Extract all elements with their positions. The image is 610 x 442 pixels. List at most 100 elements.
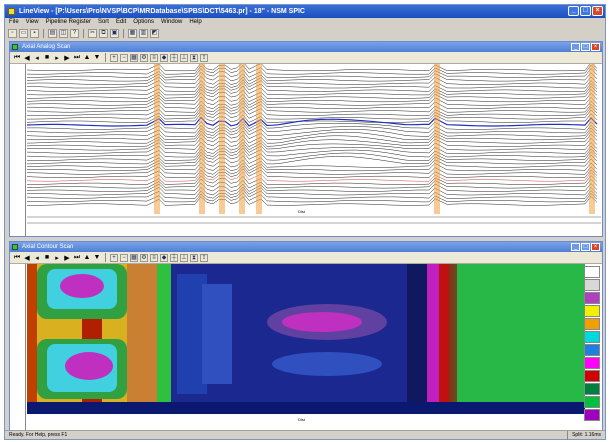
measure-icon[interactable]: ⊥	[180, 253, 188, 262]
up-icon[interactable]: ▲	[83, 54, 91, 61]
open-folder-icon[interactable]: ▭	[19, 28, 28, 38]
analog-trace	[27, 109, 598, 120]
minimize-button[interactable]: _	[568, 6, 579, 16]
paste-icon[interactable]: ▣	[110, 28, 119, 38]
menu-help[interactable]: Help	[189, 19, 202, 25]
export-icon[interactable]: ⇪	[200, 53, 208, 62]
analog-trace	[27, 68, 598, 78]
next-page-icon[interactable]: ▶	[64, 254, 70, 262]
stop-icon[interactable]: ■	[44, 54, 50, 61]
palette-swatch[interactable]	[584, 344, 600, 356]
grid-icon[interactable]: ▦	[130, 53, 138, 62]
chart-view-icon[interactable]: ◩	[150, 28, 159, 38]
save-icon[interactable]: ▪	[30, 28, 39, 38]
analog-trace	[27, 123, 598, 134]
next-icon[interactable]: ▸	[55, 254, 59, 262]
ruler-icon[interactable]: ┼	[170, 253, 178, 262]
weld-marker[interactable]	[199, 64, 205, 214]
zoom-out-icon[interactable]: −	[120, 53, 128, 62]
panel-close-button[interactable]: ×	[591, 243, 600, 251]
menu-window[interactable]: Window	[160, 19, 183, 25]
prev-page-icon[interactable]: ◀	[24, 54, 30, 62]
layers-icon[interactable]: ≡	[150, 53, 158, 62]
new-file-icon[interactable]: ▫	[8, 28, 17, 38]
palette-swatch[interactable]	[584, 357, 600, 369]
contour-scan-plot[interactable]: Dist	[10, 264, 602, 430]
copy-icon[interactable]: ⧉	[99, 28, 108, 38]
palette-swatch[interactable]	[584, 279, 600, 291]
panel-maximize-button[interactable]: □	[581, 243, 590, 251]
export-icon[interactable]: ⇪	[200, 253, 208, 262]
settings-icon[interactable]: ⚙	[140, 53, 148, 62]
settings-icon[interactable]: ⚙	[140, 253, 148, 262]
panel-minimize-button[interactable]: _	[571, 43, 580, 51]
palette-swatch[interactable]	[584, 409, 600, 421]
marker-icon[interactable]: ◆	[160, 53, 168, 62]
weld-marker[interactable]	[589, 64, 595, 214]
grid-view-icon[interactable]: ▦	[128, 28, 137, 38]
prev-icon[interactable]: ◂	[35, 254, 39, 262]
weld-marker[interactable]	[154, 64, 160, 214]
measure-icon[interactable]: ⊥	[180, 53, 188, 62]
palette-swatch[interactable]	[584, 318, 600, 330]
grid-icon[interactable]: ▦	[130, 253, 138, 262]
axial-contour-titlebar[interactable]: Axial Contour Scan _ □ ×	[10, 242, 602, 252]
filter-icon[interactable]: ⧗	[190, 253, 198, 262]
weld-marker[interactable]	[219, 64, 225, 214]
palette-swatch[interactable]	[584, 292, 600, 304]
menu-options[interactable]: Options	[133, 19, 154, 25]
first-icon[interactable]: ⏮	[13, 53, 21, 61]
marker-icon[interactable]: ◆	[160, 253, 168, 262]
layers-icon[interactable]: ≡	[150, 253, 158, 262]
palette-swatch[interactable]	[584, 266, 600, 278]
axial-analog-titlebar[interactable]: Axial Analog Scan _ □ ×	[10, 42, 602, 52]
close-button[interactable]: ×	[592, 6, 603, 16]
split-indicator: Split: 1.16ms	[567, 431, 601, 440]
print-preview-icon[interactable]: ◫	[59, 28, 68, 38]
down-icon[interactable]: ▼	[93, 254, 101, 261]
weld-marker[interactable]	[256, 64, 262, 214]
contour-map-svg[interactable]	[27, 264, 585, 414]
next-icon[interactable]: ▸	[55, 54, 59, 62]
zoom-in-icon[interactable]: +	[110, 253, 118, 262]
analog-scan-plot[interactable]: Dist	[10, 64, 602, 236]
down-icon[interactable]: ▼	[93, 54, 101, 61]
title-bar[interactable]: LineView - [P:\Users\Pro\NVSP\BCP\MRData…	[5, 5, 605, 18]
palette-swatch[interactable]	[584, 305, 600, 317]
maximize-button[interactable]: □	[580, 6, 591, 16]
panel-maximize-button[interactable]: □	[581, 43, 590, 51]
zoom-in-icon[interactable]: +	[110, 53, 118, 62]
palette-swatch[interactable]	[584, 370, 600, 382]
menu-view[interactable]: View	[25, 19, 39, 25]
menu-file[interactable]: File	[9, 19, 19, 25]
cut-icon[interactable]: ✂	[88, 28, 97, 38]
palette-swatch[interactable]	[584, 383, 600, 395]
next-page-icon[interactable]: ▶	[64, 54, 70, 62]
prev-icon[interactable]: ◂	[35, 54, 39, 62]
zoom-out-icon[interactable]: −	[120, 253, 128, 262]
print-icon[interactable]: ▤	[48, 28, 57, 38]
last-icon[interactable]: ⏭	[73, 253, 81, 261]
panel-minimize-button[interactable]: _	[571, 243, 580, 251]
color-palette[interactable]	[584, 266, 600, 422]
up-icon[interactable]: ▲	[83, 254, 91, 261]
analog-waveform-svg[interactable]	[27, 64, 601, 214]
filter-icon[interactable]: ⧗	[190, 53, 198, 62]
prev-page-icon[interactable]: ◀	[24, 254, 30, 262]
first-icon[interactable]: ⏮	[13, 253, 21, 261]
palette-swatch[interactable]	[584, 396, 600, 408]
help-icon[interactable]: ?	[70, 28, 79, 38]
analog-trace	[27, 165, 598, 175]
weld-marker[interactable]	[239, 64, 245, 214]
table-view-icon[interactable]: ▥	[139, 28, 148, 38]
menu-sort[interactable]: Sort	[97, 19, 109, 25]
ruler-icon[interactable]: ┼	[170, 53, 178, 62]
palette-swatch[interactable]	[584, 331, 600, 343]
last-icon[interactable]: ⏭	[73, 53, 81, 61]
analog-trace	[27, 102, 598, 113]
stop-icon[interactable]: ■	[44, 254, 50, 261]
panel-close-button[interactable]: ×	[591, 43, 600, 51]
weld-marker[interactable]	[434, 64, 440, 214]
menu-edit[interactable]: Edit	[115, 19, 127, 25]
menu-pipeline-register[interactable]: Pipeline Register	[45, 19, 91, 25]
